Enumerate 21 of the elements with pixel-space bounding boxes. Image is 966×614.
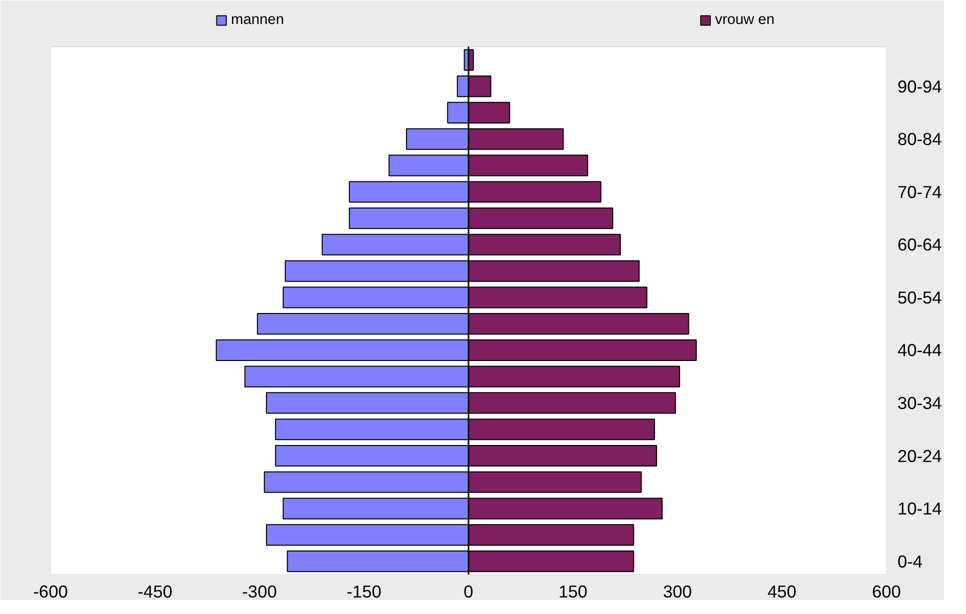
- y-tick-label: 50-54: [898, 287, 942, 308]
- x-tick-label: 600: [872, 582, 901, 602]
- y-tick-label: 70-74: [898, 182, 942, 202]
- y-tick-label: 0-4: [898, 551, 923, 572]
- y-tick-label: 20-24: [898, 446, 942, 466]
- x-tick-label: -150: [346, 582, 382, 602]
- legend-label: vrouw en: [715, 12, 774, 28]
- x-tick-label: 150: [558, 582, 588, 602]
- y-tick-label: 40-44: [898, 340, 942, 360]
- x-tick-label: 0: [464, 582, 474, 602]
- x-tick-label: -300: [242, 582, 277, 602]
- x-tick-label: -450: [138, 582, 172, 602]
- legend-label: mannen: [231, 12, 284, 28]
- y-tick-label: 80-84: [898, 129, 942, 150]
- y-tick-label: 30-34: [898, 392, 942, 413]
- x-tick-label: 300: [663, 582, 692, 602]
- x-tick-label: -600: [33, 582, 68, 602]
- y-tick-label: 10-14: [898, 498, 942, 519]
- x-tick-label: 450: [768, 582, 796, 602]
- y-tick-label: 60-64: [898, 234, 942, 255]
- y-tick-label: 90-94: [898, 76, 942, 96]
